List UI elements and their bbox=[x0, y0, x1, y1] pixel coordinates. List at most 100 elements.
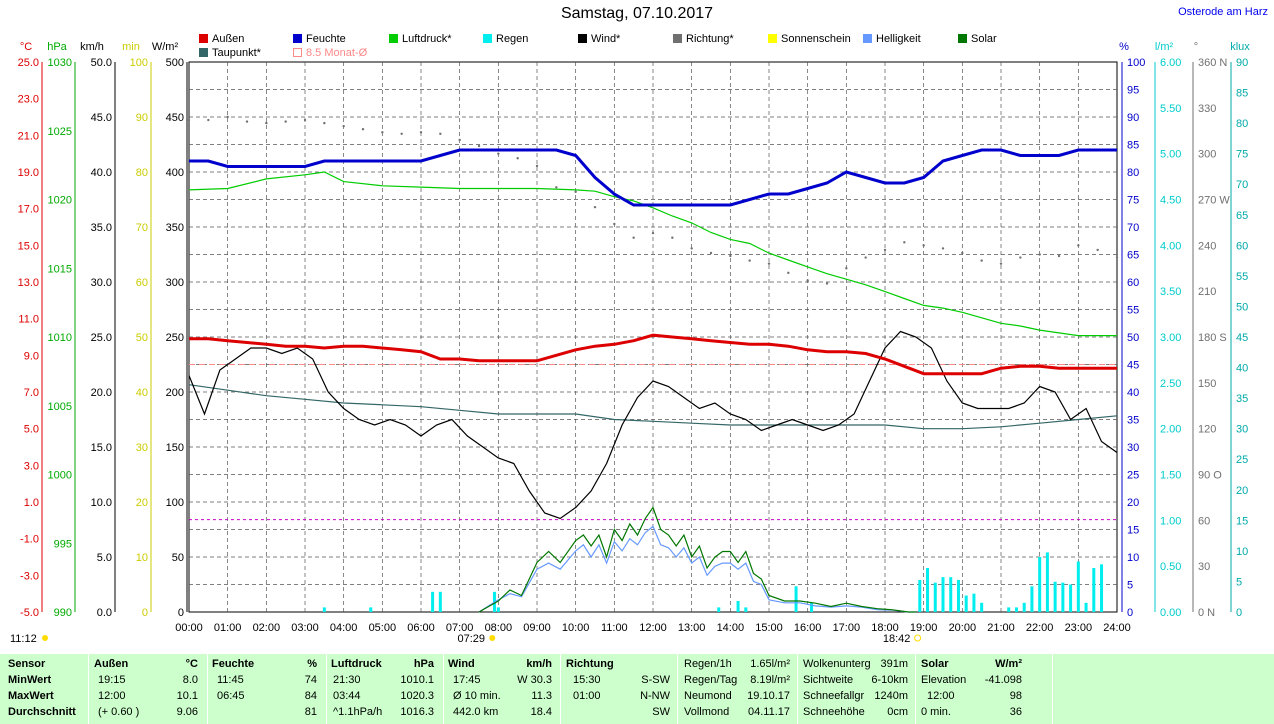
direction-point bbox=[323, 121, 326, 125]
y-tick-label-temp: -3.0 bbox=[20, 570, 39, 582]
legend-item-richtung: Richtung* bbox=[673, 33, 734, 45]
legend-swatch bbox=[673, 34, 682, 43]
direction-point bbox=[477, 144, 481, 148]
direction-point bbox=[245, 120, 249, 123]
footer-regen-value: 1.65l/m² bbox=[750, 658, 790, 670]
y-tick-label-klux: 40 bbox=[1236, 363, 1248, 375]
rain-bar bbox=[918, 579, 922, 612]
footer-regen-value: 8.19l/m² bbox=[750, 674, 790, 686]
direction-point bbox=[690, 247, 693, 250]
direction-point bbox=[980, 259, 983, 262]
y-tick-label-min: 40 bbox=[136, 387, 148, 399]
direction-point bbox=[903, 241, 906, 244]
direction-point bbox=[207, 118, 210, 122]
y-tick-label-temp: 5.0 bbox=[24, 424, 39, 436]
footer-wolken-label: Schneefallgr bbox=[803, 690, 865, 702]
y-tick-label-temp: 7.0 bbox=[24, 387, 39, 399]
direction-point bbox=[419, 131, 423, 134]
footer-header-unit: % bbox=[307, 658, 317, 670]
legend-label: Feuchte bbox=[306, 33, 346, 45]
y-tick-label-wm2: 150 bbox=[166, 442, 184, 454]
series-luftdruck bbox=[188, 171, 1117, 337]
x-tick-label: 06:00 bbox=[407, 622, 435, 634]
y-tick-label-min: 50 bbox=[136, 332, 148, 344]
chart-title: Samstag, 07.10.2017 bbox=[560, 5, 714, 22]
legend-item-solar: Solar bbox=[958, 33, 997, 45]
footer-luftdruck-value: 1020.3 bbox=[400, 690, 434, 702]
direction-point bbox=[303, 118, 307, 122]
rain-bar bbox=[322, 607, 326, 612]
footer-wolken-value: 6-10km bbox=[871, 674, 908, 686]
rain-bar bbox=[1053, 581, 1057, 612]
footer-regen-label: Regen/Tag bbox=[684, 674, 738, 686]
footer-separator bbox=[560, 654, 561, 724]
y-tick-label-deg: 90 O bbox=[1198, 470, 1222, 482]
y-tick-label-kmh: 35.0 bbox=[91, 222, 112, 234]
rain-bar bbox=[972, 593, 976, 612]
footer-luftdruck-value: 1010.1 bbox=[400, 674, 434, 686]
y-tick-label-wm2: 200 bbox=[166, 387, 184, 399]
footer-separator bbox=[207, 654, 208, 724]
direction-point bbox=[1057, 254, 1061, 258]
y-tick-label-deg: 240 bbox=[1198, 240, 1216, 252]
y-tick-label-pct: 20 bbox=[1127, 497, 1139, 509]
legend-label: Helligkeit bbox=[876, 33, 921, 45]
y-tick-label-klux: 5 bbox=[1236, 576, 1242, 588]
rain-bar bbox=[369, 607, 373, 612]
y-tick-label-pct: 95 bbox=[1127, 85, 1139, 97]
y-tick-label-lm2: 0.00 bbox=[1160, 607, 1181, 619]
x-tick-label: 02:00 bbox=[253, 622, 281, 634]
x-tick-label: 23:00 bbox=[1065, 622, 1093, 634]
y-tick-label-pct: 65 bbox=[1127, 250, 1139, 262]
rain-bar bbox=[810, 602, 814, 612]
y-tick-label-kmh: 0.0 bbox=[97, 607, 112, 619]
x-tick-label: 01:00 bbox=[214, 622, 242, 634]
footer-header-sensor: Sensor bbox=[8, 658, 46, 670]
direction-point bbox=[999, 262, 1003, 265]
footer-header-richtung: Richtung bbox=[566, 658, 614, 670]
y-tick-label-min: 100 bbox=[130, 57, 148, 69]
footer-wolken-label: Schneehöhe bbox=[803, 706, 865, 718]
y-tick-label-deg: 360 N bbox=[1198, 57, 1227, 69]
y-tick-label-temp: 9.0 bbox=[24, 350, 39, 362]
weather-chart: 00:00 01:00 02:00 03:00 04:00 05:00 06:00 07:00… bbox=[10, 41, 1250, 645]
y-tick-label-deg: 270 W bbox=[1198, 195, 1230, 207]
y-tick-label-kmh: 50.0 bbox=[91, 57, 112, 69]
y-tick-label-min: 80 bbox=[136, 167, 148, 179]
y-tick-label-klux: 25 bbox=[1236, 454, 1248, 466]
axis-unit-wm2: W/m² bbox=[152, 41, 179, 53]
y-tick-label-hpa: 995 bbox=[54, 538, 72, 550]
y-tick-label-deg: 0 N bbox=[1198, 607, 1215, 619]
y-tick-label-deg: 60 bbox=[1198, 515, 1210, 527]
footer-regen-label: Vollmond bbox=[684, 706, 730, 718]
rain-bar bbox=[744, 607, 748, 612]
legend-swatch bbox=[199, 34, 208, 43]
station-link[interactable]: Osterode am Harz bbox=[1178, 6, 1268, 18]
y-tick-label-pct: 75 bbox=[1127, 195, 1139, 207]
x-tick-label: 20:00 bbox=[949, 622, 977, 634]
footer-feuchte-value: 84 bbox=[304, 690, 317, 702]
footer-richtung-time: 01:00 bbox=[573, 690, 601, 702]
footer-richtung-time: 15:30 bbox=[573, 674, 601, 686]
direction-point bbox=[709, 251, 713, 255]
direction-point bbox=[825, 282, 829, 285]
direction-point bbox=[767, 262, 771, 265]
footer-header-unit: hPa bbox=[413, 658, 434, 670]
footer-wolken-label: Wolkenunterg bbox=[803, 658, 871, 670]
footer-separator bbox=[797, 654, 798, 724]
y-tick-label-kmh: 5.0 bbox=[97, 552, 112, 564]
y-tick-label-wm2: 50 bbox=[172, 552, 184, 564]
footer-wind-time: 17:45 bbox=[453, 674, 481, 686]
footer-luftdruck-time: 03:44 bbox=[333, 690, 361, 702]
y-tick-label-lm2: 0.50 bbox=[1160, 561, 1181, 573]
footer-separator bbox=[88, 654, 89, 724]
y-tick-label-lm2: 6.00 bbox=[1160, 57, 1181, 69]
y-tick-label-wm2: 500 bbox=[166, 57, 184, 69]
legend-swatch bbox=[293, 48, 302, 57]
y-tick-label-min: 0 bbox=[142, 607, 148, 619]
direction-point bbox=[651, 231, 655, 235]
legend-swatch bbox=[863, 34, 872, 43]
y-tick-label-pct: 80 bbox=[1127, 167, 1139, 179]
footer-wind-time: Ø 10 min. bbox=[453, 690, 501, 702]
y-tick-label-lm2: 5.50 bbox=[1160, 103, 1181, 115]
